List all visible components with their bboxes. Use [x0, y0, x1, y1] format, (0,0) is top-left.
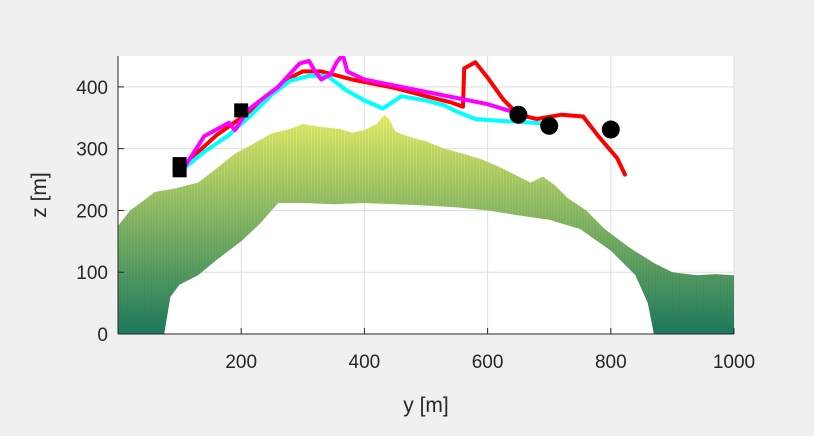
terrain-surface	[118, 114, 734, 334]
x-tick-label: 1000	[713, 352, 755, 373]
x-tick-label: 400	[349, 352, 381, 373]
end-marker-circle	[509, 105, 528, 124]
y-axis-label: z [m]	[28, 172, 51, 218]
x-tick-label: 800	[595, 352, 627, 373]
x-tick-label: 600	[472, 352, 504, 373]
y-tick-label: 100	[76, 263, 108, 284]
series	[177, 56, 627, 177]
start-marker-square	[172, 157, 187, 172]
y-tick-label: 0	[97, 325, 108, 346]
start-marker-square	[234, 103, 249, 118]
series-line-cyan-trajectory	[177, 73, 552, 175]
y-tick-label: 300	[76, 140, 108, 161]
y-tick-label: 200	[76, 201, 108, 222]
markers	[172, 103, 620, 178]
y-tick-label: 400	[76, 78, 108, 99]
x-axis-label: y [m]	[403, 394, 449, 417]
axes-lines	[117, 56, 734, 335]
x-tick-label: 200	[225, 352, 257, 373]
end-marker-circle	[540, 116, 559, 135]
ticks: 200 400 600 800 1000 0 100 200 300 400	[76, 78, 755, 373]
end-marker-circle	[601, 120, 620, 139]
series-line-magenta-trajectory	[177, 56, 521, 177]
